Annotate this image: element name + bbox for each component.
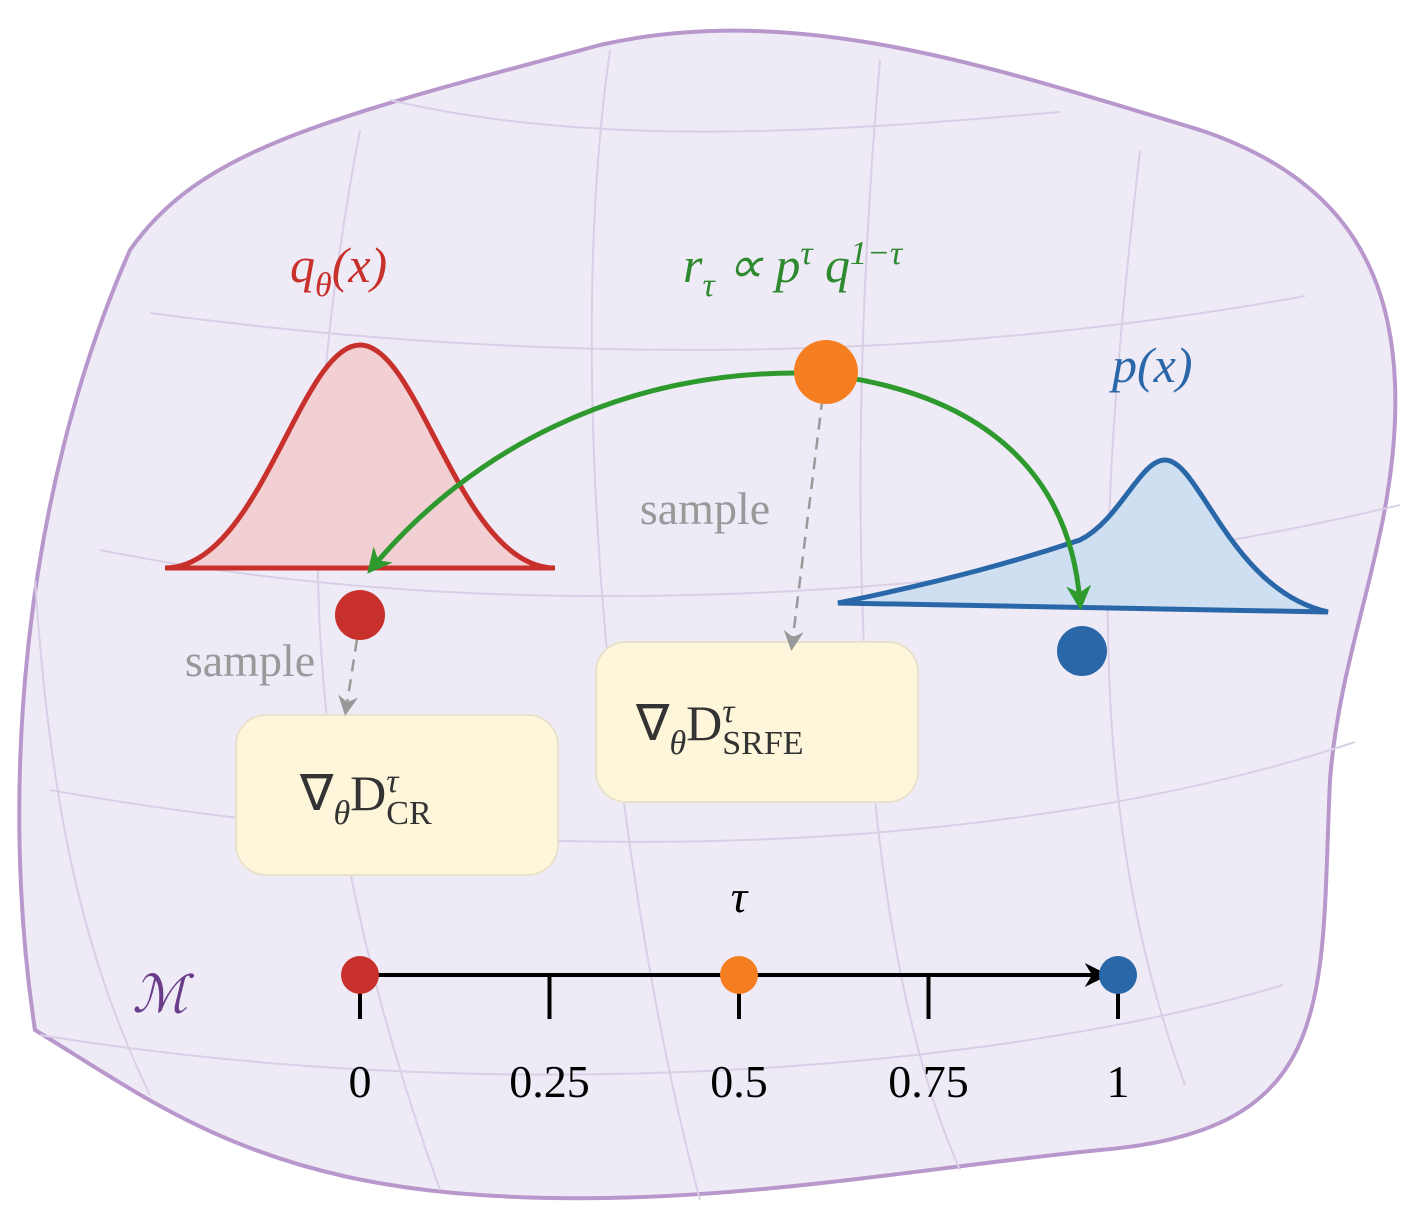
label-text: ∇ (635, 695, 670, 751)
label-sup: τ (722, 693, 736, 730)
r-label: rτ ∝ pτ q1−τ (683, 235, 904, 304)
axis: 0 0.25 0.5 0.75 1 (341, 956, 1137, 1107)
axis-point (720, 956, 758, 994)
label-sub: CR (386, 795, 432, 832)
arrow-to-q (367, 370, 801, 574)
sample-label: sample (185, 635, 315, 686)
tick-label: 0 (349, 1056, 372, 1107)
label-text: p(x) (1109, 337, 1193, 393)
axis-point (341, 956, 379, 994)
sample-arrow (338, 619, 362, 716)
label-sub: θ (333, 795, 350, 832)
axis-label: τ (731, 871, 749, 922)
r-point (794, 340, 858, 404)
label-text: q (290, 237, 315, 293)
p-sample (1057, 626, 1107, 676)
cr-box (235, 714, 559, 876)
label-sub: θ (315, 267, 332, 304)
q-label: qθ(x) (290, 237, 387, 304)
label-text: q (813, 237, 851, 293)
manifold (17, 28, 1398, 1201)
p-label: p(x) (1109, 337, 1193, 393)
sample-label: sample (640, 483, 770, 534)
label-sup: τ (386, 763, 400, 800)
tick-label: 0.75 (888, 1056, 969, 1107)
p-density (837, 457, 1329, 615)
arrow-to-p (849, 375, 1092, 611)
srfe-box (595, 641, 919, 803)
label-text: r (683, 237, 703, 293)
tick-label: 0.5 (710, 1056, 768, 1107)
tick-label: 0.25 (509, 1056, 590, 1107)
tick-label: 1 (1107, 1056, 1130, 1107)
label-text: (x) (332, 237, 388, 293)
label-sub: SRFE (722, 725, 803, 762)
axis-point (1099, 956, 1137, 994)
sample-arrow (783, 377, 827, 651)
srfe-label: ∇θDτ SRFE (635, 693, 804, 762)
label-text: D (350, 765, 386, 821)
label-sup: τ (800, 235, 814, 272)
q-density (164, 342, 556, 571)
label-sub: θ (669, 725, 686, 762)
label-sub: τ (702, 267, 716, 304)
label-text: ∇ (299, 765, 334, 821)
label-text: D (686, 695, 722, 751)
label-text: ∝ p (715, 237, 801, 293)
q-sample (335, 590, 385, 640)
manifold-label: ℳ (132, 967, 194, 1024)
cr-label: ∇θDτ CR (299, 763, 432, 832)
label-sup: 1−τ (850, 235, 904, 272)
